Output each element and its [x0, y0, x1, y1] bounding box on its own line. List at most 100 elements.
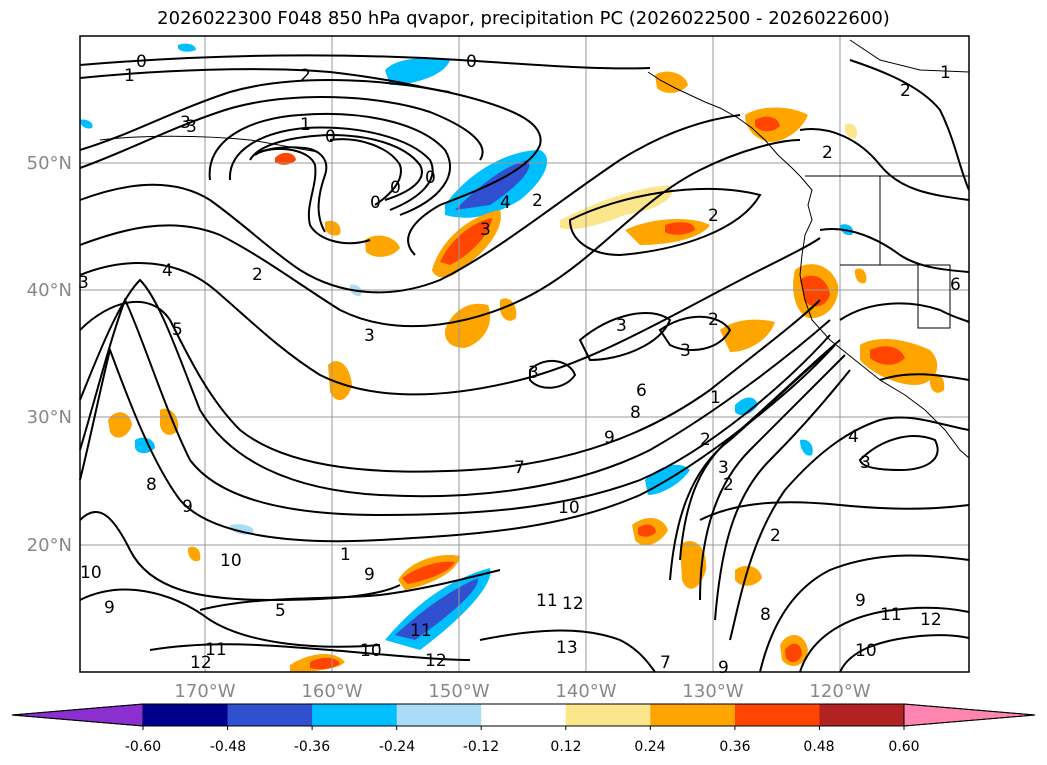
lat-label-30n: 30°N [27, 407, 72, 428]
contour-label: 0 [390, 178, 401, 198]
colorbar [11, 703, 1036, 730]
contour-label: 3 [528, 363, 539, 383]
lon-labels: 170°W 160°W 150°W 140°W 130°W 120°W [174, 681, 870, 702]
colorbar-segment [819, 704, 905, 726]
contour-label: 12 [562, 594, 584, 614]
contour-label: 8 [760, 605, 771, 625]
contour-label: 0 [136, 52, 147, 72]
contour-label: 12 [425, 651, 447, 671]
colorbar-segment [481, 704, 567, 726]
colorbar-tick-label: -0.60 [125, 739, 161, 755]
lon-label-170w: 170°W [174, 681, 235, 702]
contour-label: 5 [275, 601, 286, 621]
contour-label: 2 [708, 206, 719, 226]
colorbar-segment [565, 704, 651, 726]
contour-label: 6 [636, 381, 647, 401]
colorbar-segment [227, 704, 313, 726]
contour-label: 1 [710, 388, 721, 408]
contour-label: 1 [300, 115, 311, 135]
lon-label-150w: 150°W [428, 681, 489, 702]
contour-label: 0 [370, 193, 381, 213]
contour-labels: 1 0 2 0 1 0 0 0 3 0 2 2 4 5 3 3 4 3 2 3 … [78, 52, 961, 678]
contour-label: 3 [78, 273, 89, 293]
colorbar-tick-label: 0.36 [719, 739, 750, 755]
colorbar-extend-min [11, 703, 144, 727]
contour-label: 3 [680, 341, 691, 361]
contour-label: 2 [532, 191, 543, 211]
contour-label: 7 [660, 653, 671, 673]
contour-label: 2 [252, 265, 263, 285]
contour-label: 10 [80, 563, 102, 583]
contour-label: 3 [718, 458, 729, 478]
contour-label: 3 [480, 220, 491, 240]
contour-label: 4 [848, 427, 859, 447]
contour-label: 0 [425, 168, 436, 188]
graticule [80, 36, 969, 672]
colorbar-tick-label: -0.12 [463, 739, 499, 755]
contour-label: 6 [950, 275, 961, 295]
lon-label-120w: 120°W [809, 681, 870, 702]
colorbar-extend-max [903, 703, 1036, 727]
colorbar-tick-label: 0.48 [803, 739, 834, 755]
contour-label: 1 [124, 66, 135, 86]
contour-label: 13 [556, 638, 578, 658]
contour-label: 9 [104, 598, 115, 618]
lon-label-130w: 130°W [682, 681, 743, 702]
contour-label: 2 [708, 310, 719, 330]
contour-label: 11 [410, 621, 432, 641]
colorbar-segment [734, 704, 820, 726]
colorbar-tick-label: 0.12 [550, 739, 581, 755]
contour-label: 2 [822, 143, 833, 163]
colorbar-tick-label: 0.24 [634, 739, 665, 755]
contour-label: 7 [514, 458, 525, 478]
contour-label: 9 [604, 428, 615, 448]
contour-label: 9 [855, 591, 866, 611]
contour-label: 0 [325, 127, 336, 147]
contour-label: 2 [700, 430, 711, 450]
qvapor-contours [79, 54, 970, 673]
contour-label: 10 [855, 641, 877, 661]
contour-label: 3 [180, 113, 191, 133]
contour-label: 2 [300, 66, 311, 86]
contour-label: 4 [500, 193, 511, 213]
contour-label: 9 [364, 565, 375, 585]
contour-label: 2 [900, 81, 911, 101]
coastlines [99, 39, 970, 459]
contour-label: 5 [172, 320, 183, 340]
lat-label-40n: 40°N [27, 280, 72, 301]
lat-label-20n: 20°N [27, 535, 72, 556]
colorbar-segment [312, 704, 398, 726]
lat-label-50n: 50°N [27, 153, 72, 174]
contour-label: 10 [360, 641, 382, 661]
lon-label-140w: 140°W [555, 681, 616, 702]
contour-label: 3 [186, 117, 197, 137]
map-title: 2026022300 F048 850 hPa qvapor, precipit… [157, 8, 890, 29]
colorbar-tick-label: -0.24 [379, 739, 415, 755]
contour-label: 11 [205, 640, 227, 660]
contour-label: 4 [162, 261, 173, 281]
contour-label: 10 [558, 498, 580, 518]
lat-labels: 50°N 40°N 30°N 20°N [27, 153, 72, 556]
colorbar-tick-label: -0.36 [294, 739, 330, 755]
colorbar-tick-label: -0.48 [210, 739, 246, 755]
contour-label: 3 [616, 316, 627, 336]
colorbar-segment [143, 704, 229, 726]
contour-label: 2 [770, 526, 781, 546]
contour-label: 12 [920, 610, 942, 630]
contour-label: 3 [860, 453, 871, 473]
contour-label: 1 [940, 63, 951, 83]
contour-label: 11 [536, 591, 558, 611]
contour-label: 2 [723, 475, 734, 495]
lon-label-160w: 160°W [301, 681, 362, 702]
contour-label: 10 [220, 551, 242, 571]
contour-label: 0 [466, 52, 477, 72]
contour-label: 8 [630, 403, 641, 423]
contour-label: 3 [364, 326, 375, 346]
colorbar-tick-label: 0.60 [888, 739, 919, 755]
contour-label: 12 [190, 653, 212, 673]
colorbar-labels: -0.60 -0.48 -0.36 -0.24 -0.12 0.12 0.24 … [125, 739, 920, 755]
contour-label: 8 [146, 475, 157, 495]
colorbar-segment [396, 704, 482, 726]
map-frame [79, 35, 970, 673]
